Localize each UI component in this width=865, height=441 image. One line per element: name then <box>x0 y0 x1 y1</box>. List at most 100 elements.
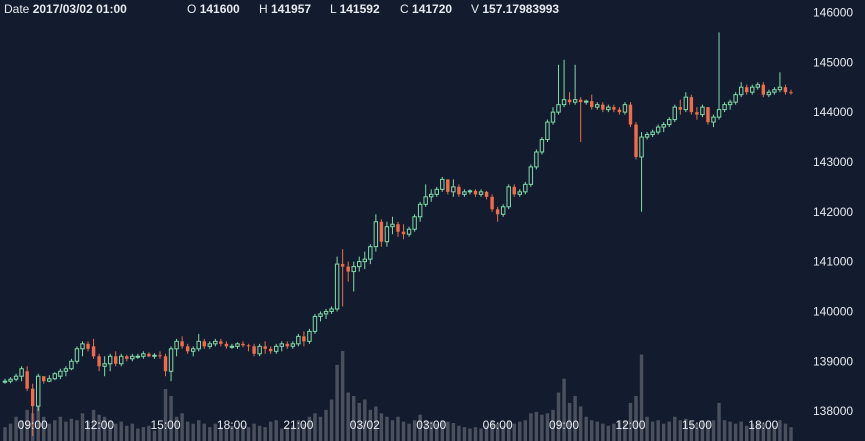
volume-bar <box>473 427 478 441</box>
candle-body <box>473 190 478 195</box>
candle-body <box>224 343 229 347</box>
volume-bar <box>457 425 461 441</box>
volume-bar <box>69 418 74 441</box>
volume-bar <box>25 409 29 441</box>
candle-up <box>622 102 628 115</box>
volume-bar <box>468 428 472 441</box>
candle-up <box>196 333 201 352</box>
volume-bar <box>285 427 290 441</box>
volume-bar <box>202 423 206 441</box>
volume-bar <box>501 425 505 441</box>
candle-body <box>490 196 494 210</box>
candle-body <box>667 119 672 126</box>
candle-down <box>706 107 710 125</box>
candle-body <box>152 354 157 357</box>
candle-up <box>69 358 74 371</box>
price-axis: 138000 139000 140000 141000 142000 143000 1440… <box>813 5 853 418</box>
candle-up <box>644 132 650 140</box>
candle-body <box>74 348 80 362</box>
volume-bar <box>152 430 157 441</box>
volume-bar <box>601 423 605 441</box>
volume-bar <box>274 420 278 441</box>
candle-up <box>52 372 58 381</box>
x-tick-label: 09:00 <box>18 418 48 432</box>
volume-bar <box>540 414 544 441</box>
volume-bar <box>612 423 616 441</box>
candle-down <box>91 338 96 359</box>
volume-bar <box>761 423 766 441</box>
candle-down <box>202 338 206 349</box>
candle-body <box>550 111 556 123</box>
candle-body <box>700 106 705 116</box>
volume-bar <box>484 425 489 441</box>
candle-up <box>429 189 434 202</box>
candle-up <box>545 119 550 143</box>
candle-up <box>661 122 666 133</box>
candle-up <box>727 99 733 110</box>
volume-bar <box>407 423 411 441</box>
x-tick-label: 12:00 <box>84 418 114 432</box>
candle-body <box>213 340 218 345</box>
volume-bar <box>75 420 79 441</box>
volume-bar <box>623 420 627 441</box>
candle-body <box>512 186 516 195</box>
candle-down <box>678 99 683 115</box>
volume-bar <box>423 420 428 441</box>
candle-body <box>147 353 151 357</box>
volume-bar <box>717 402 721 441</box>
candle-down <box>147 352 151 358</box>
candle-body <box>58 370 63 377</box>
candle-body <box>362 258 368 263</box>
candle-body <box>390 223 395 228</box>
candle-up <box>351 261 356 292</box>
candle-up <box>467 189 473 195</box>
volume-bar <box>479 428 483 441</box>
candle-down <box>473 189 478 197</box>
candle-up <box>373 214 379 252</box>
candle-down <box>761 82 766 98</box>
volume-bar <box>368 409 373 441</box>
candle-body <box>312 315 318 332</box>
volume-bar <box>750 423 754 441</box>
candle-up <box>434 186 439 197</box>
volume-bar <box>446 421 450 441</box>
candle-body <box>30 388 35 407</box>
x-tick-label: 18:00 <box>217 418 247 432</box>
y-tick-label: 141000 <box>813 255 853 269</box>
candle-body <box>412 216 417 230</box>
candle-up <box>279 341 284 352</box>
candle-down <box>396 221 400 237</box>
candle-body <box>517 191 522 195</box>
volume-bar <box>102 416 107 441</box>
candle-down <box>590 94 594 110</box>
candle-down <box>30 383 35 437</box>
volume-bar <box>595 421 599 441</box>
candle-body <box>97 356 101 367</box>
candle-up <box>190 346 196 357</box>
volume-bar <box>789 427 793 441</box>
candle-body <box>451 186 456 193</box>
candle-body <box>290 343 296 347</box>
candle-up <box>152 353 157 359</box>
candle-up <box>672 104 677 123</box>
volume-bar <box>606 425 611 441</box>
candle-up <box>235 342 240 349</box>
volume-bar <box>185 421 190 441</box>
x-tick-label: 15:00 <box>151 418 181 432</box>
candle-up <box>107 353 113 372</box>
volume-bar <box>435 423 439 441</box>
volume-bar <box>86 421 90 441</box>
x-tick-label: 03:00 <box>416 418 446 432</box>
candle-down <box>340 249 345 307</box>
candle-down <box>346 261 350 282</box>
volume-bar <box>396 416 400 441</box>
candle-up <box>290 341 296 349</box>
candle-body <box>52 373 58 380</box>
volume-bar <box>573 396 577 441</box>
candle-up <box>312 313 318 334</box>
candle-down <box>163 353 168 377</box>
volume-bar <box>58 416 63 441</box>
candle-body <box>63 368 69 372</box>
candle-body <box>783 87 788 93</box>
